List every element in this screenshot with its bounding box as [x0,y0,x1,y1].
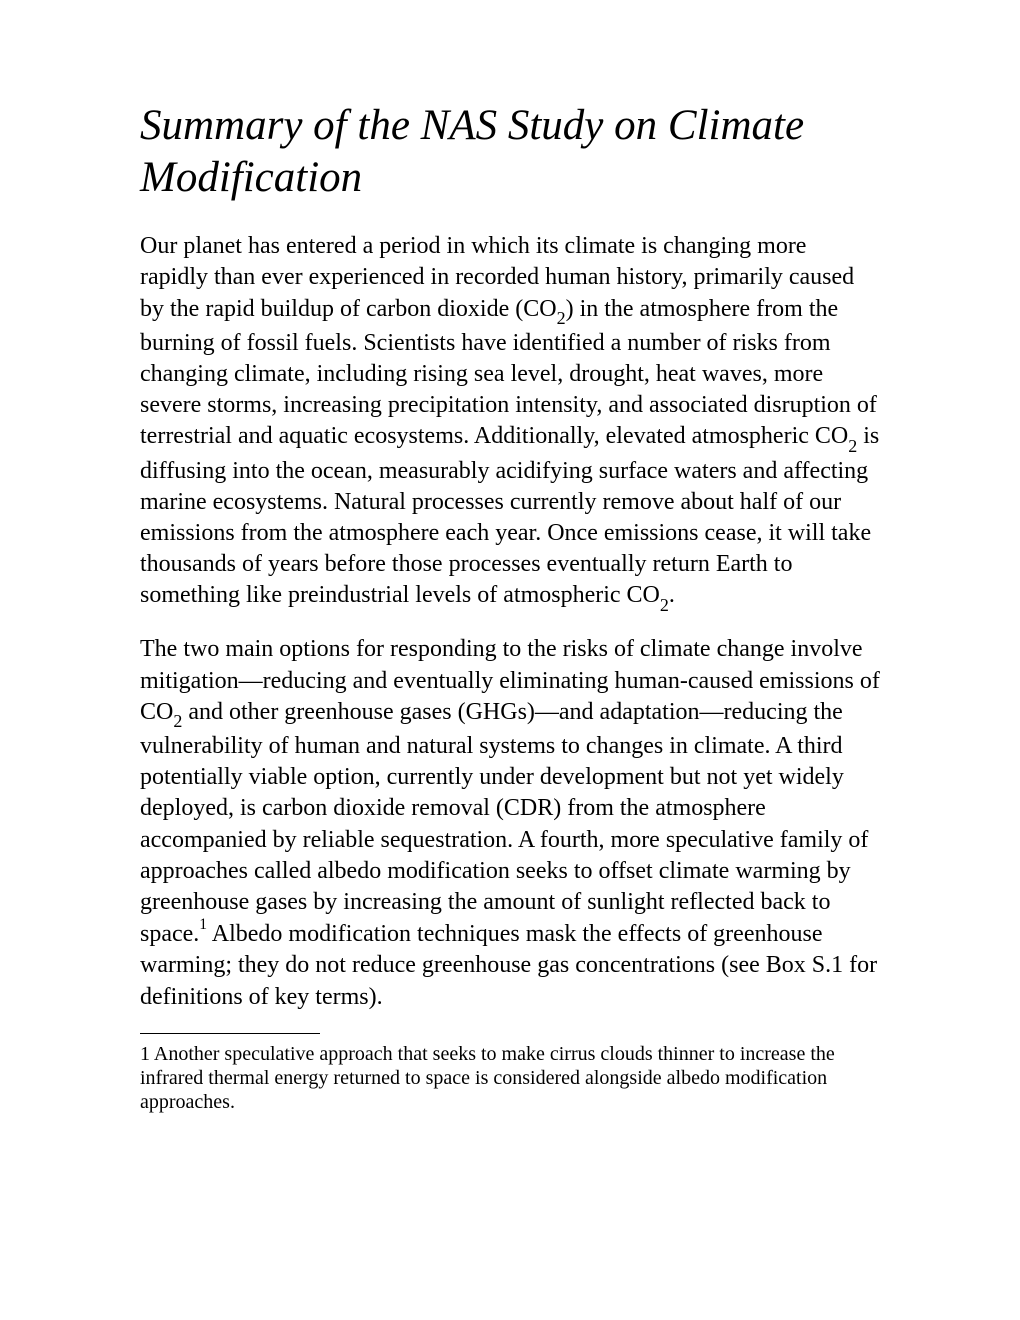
footnote-reference-1: 1 [199,916,207,933]
paragraph-1: Our planet has entered a period in which… [140,231,880,614]
co2-subscript-2: 2 [848,436,857,456]
footnote-1: 1 Another speculative approach that seek… [140,1042,880,1114]
p1-text-3: is diffusing into the ocean, measurably … [140,423,879,608]
footnote-text: Another speculative approach that seeks … [140,1043,835,1113]
co2-subscript-4: 2 [173,711,182,731]
co2-subscript-1: 2 [557,308,566,328]
co2-subscript-3: 2 [660,595,669,615]
p1-text-4: . [669,582,675,608]
paragraph-2: The two main options for responding to t… [140,634,880,1012]
p2-text-3: Albedo modification techniques mask the … [140,921,877,1009]
footnote-separator [140,1033,320,1034]
footnote-number: 1 [140,1043,150,1065]
document-title: Summary of the NAS Study on Climate Modi… [140,100,880,203]
p2-text-2: and other greenhouse gases (GHGs)—and ad… [140,699,868,947]
